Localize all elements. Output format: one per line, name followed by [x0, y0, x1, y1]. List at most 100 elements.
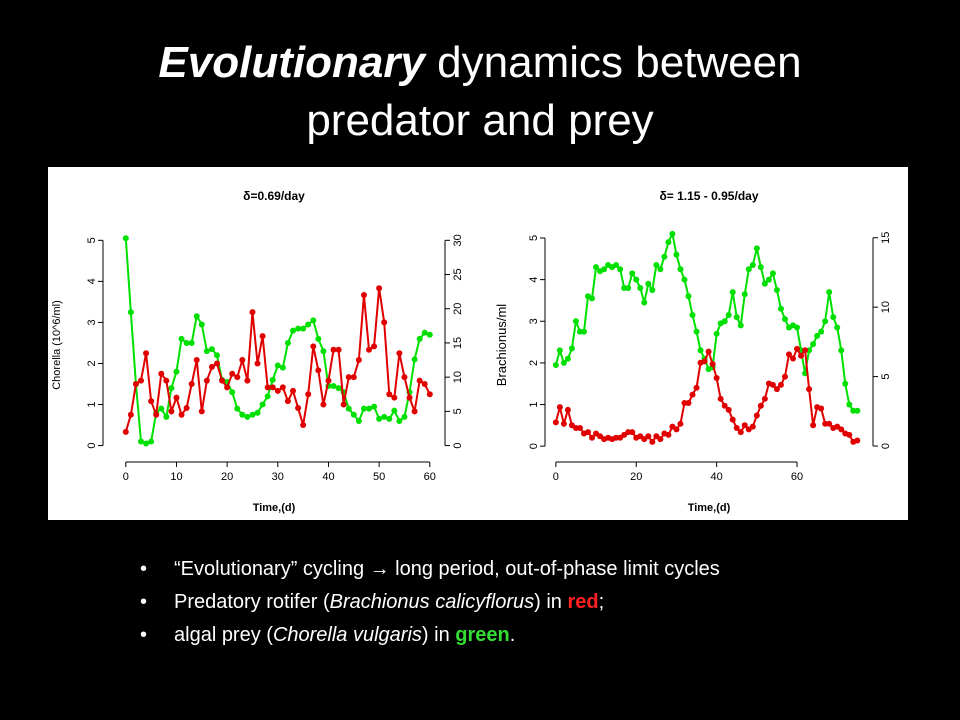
data-point: [148, 398, 155, 405]
data-point: [753, 412, 760, 419]
chart-panel: 0 10 20 30 40 50 60012345051015202530δ=0.69/da…: [48, 167, 908, 520]
data-point: [826, 289, 833, 296]
data-point: [657, 436, 664, 443]
y2-axis-tick-label: 0: [880, 443, 892, 449]
title-line2: predator and prey: [306, 96, 654, 145]
data-point: [798, 352, 805, 359]
x-tick-label: 0: [123, 471, 129, 483]
y2-axis-tick-label: 0: [452, 443, 464, 449]
data-point: [773, 287, 780, 294]
data-point: [416, 377, 423, 384]
data-point: [572, 318, 579, 325]
x-tick-label: 40: [711, 471, 723, 483]
data-point: [697, 347, 704, 354]
data-point: [330, 346, 337, 353]
data-point: [406, 394, 413, 401]
data-point: [188, 339, 195, 346]
data-point: [360, 405, 367, 412]
data-point: [310, 317, 317, 324]
bullet-text: ) in: [534, 591, 568, 613]
bullet-text: “Evolutionary” cycling → long period, ou…: [174, 558, 720, 580]
data-point: [689, 312, 696, 319]
data-point: [214, 360, 220, 367]
data-point: [556, 347, 563, 354]
data-point: [665, 239, 672, 246]
data-point: [560, 420, 567, 427]
data-point: [822, 318, 829, 325]
data-point: [769, 270, 776, 277]
data-point: [315, 367, 322, 374]
y-axis-tick-label: 3: [86, 319, 98, 325]
data-point: [345, 374, 352, 381]
data-point: [371, 343, 378, 350]
data-point: [601, 266, 608, 273]
data-point: [401, 413, 408, 420]
data-point: [854, 437, 861, 444]
y-axis-tick-label: 4: [528, 277, 540, 283]
data-point: [613, 262, 620, 269]
data-point: [381, 413, 388, 420]
data-point: [158, 370, 165, 377]
color-word: red: [567, 591, 599, 613]
data-point: [239, 411, 246, 418]
data-point: [335, 346, 342, 353]
data-point: [838, 347, 845, 354]
data-point: [239, 357, 246, 364]
data-point: [148, 438, 155, 445]
data-point: [290, 387, 296, 394]
data-point: [269, 376, 276, 383]
data-point: [693, 384, 700, 391]
x-axis-label: Time,(d): [253, 502, 296, 514]
data-point: [411, 408, 418, 415]
y2-axis-tick-label: 30: [452, 234, 464, 246]
data-point: [757, 264, 764, 271]
y-axis-tick-label: 2: [86, 360, 98, 366]
data-point: [826, 420, 833, 427]
data-point: [552, 419, 559, 426]
data-point: [173, 394, 180, 401]
data-point: [733, 314, 740, 321]
data-point: [689, 391, 696, 398]
data-point: [320, 348, 327, 355]
data-point: [721, 318, 728, 325]
data-point: [127, 411, 134, 418]
data-point: [725, 406, 732, 413]
data-point: [556, 404, 563, 411]
data-point: [713, 374, 720, 381]
x-tick-label: 40: [322, 471, 334, 483]
data-point: [138, 438, 144, 445]
data-point: [661, 253, 668, 260]
data-point: [681, 276, 688, 283]
data-point: [653, 262, 660, 269]
y-axis-tick-label: 0: [86, 443, 98, 449]
data-point: [259, 401, 266, 408]
chart-title: δ= 1.15 - 0.95/day: [659, 189, 758, 203]
data-point: [773, 386, 780, 393]
data-point: [669, 230, 676, 237]
data-point: [769, 381, 776, 388]
data-point: [749, 262, 756, 269]
data-point: [737, 429, 744, 436]
data-point: [163, 413, 170, 420]
y-axis-tick-label: 5: [528, 235, 540, 241]
x-tick-label: 60: [791, 471, 803, 483]
bullet-text: ;: [598, 591, 605, 613]
bullet: Predatory rotifer (Brachionus calicyflor…: [140, 591, 860, 613]
data-point: [143, 350, 150, 357]
data-point: [733, 424, 740, 431]
data-point: [645, 433, 652, 440]
data-point: [641, 299, 648, 306]
data-point: [360, 292, 367, 299]
data-point: [214, 352, 220, 359]
data-point: [396, 350, 403, 357]
data-point: [173, 368, 180, 375]
data-point: [637, 284, 644, 291]
data-point: [163, 377, 170, 384]
data-point: [729, 289, 736, 296]
data-point: [153, 411, 160, 418]
data-point: [677, 266, 684, 273]
panel-background: [48, 167, 908, 520]
y2-axis-tick-label: 10: [452, 371, 464, 383]
x-tick-label: 60: [424, 471, 436, 483]
data-point: [244, 413, 251, 420]
